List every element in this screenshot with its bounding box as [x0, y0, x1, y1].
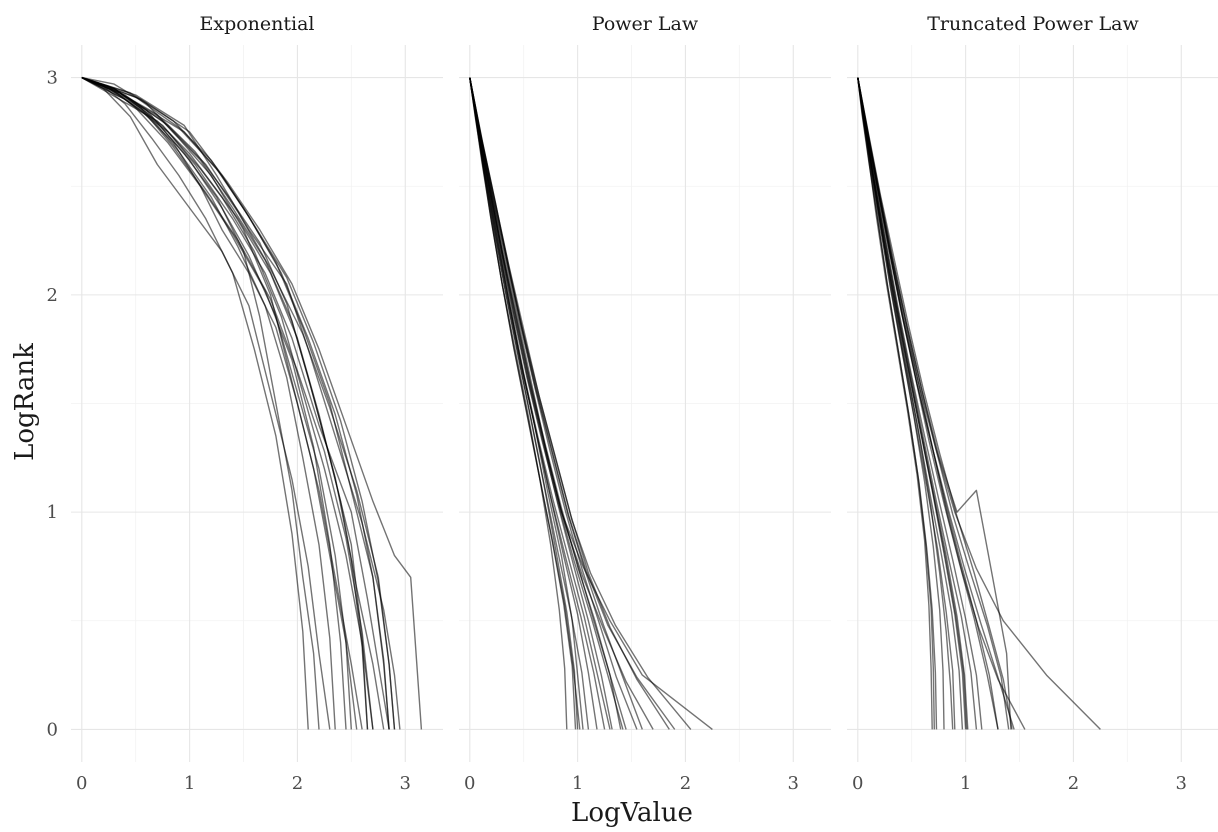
series-lines	[469, 77, 713, 730]
y-tick-label: 1	[47, 502, 58, 523]
major-gridlines	[459, 45, 831, 762]
x-tick-label: 0	[76, 773, 87, 794]
x-tick-label: 0	[464, 773, 475, 794]
series-line	[857, 77, 983, 730]
series-line	[469, 77, 670, 730]
series-line	[469, 77, 643, 730]
series-line	[81, 76, 336, 730]
series-line	[469, 77, 606, 730]
facet-panel: Power Law 0 1 2 3	[459, 13, 831, 794]
x-tick-label: 2	[680, 773, 691, 794]
minor-gridlines	[847, 45, 1218, 762]
series-line	[81, 76, 390, 730]
series-line	[81, 76, 369, 730]
minor-gridlines	[71, 45, 443, 762]
series-line	[469, 77, 613, 730]
x-tick-label: 1	[572, 773, 583, 794]
series-line	[81, 76, 309, 730]
facet-panel: Exponential 0 1 2 3 0 1 2 3	[47, 13, 443, 794]
series-line	[469, 77, 590, 730]
series-line	[81, 76, 369, 730]
minor-gridlines	[459, 45, 831, 762]
series-line	[857, 77, 1013, 730]
y-tick-label: 2	[47, 285, 58, 306]
x-tick-label: 1	[184, 773, 195, 794]
y-tick-label: 3	[47, 68, 58, 89]
series-line	[81, 76, 347, 730]
series-line	[81, 76, 331, 730]
series-line	[857, 77, 1015, 730]
series-lines	[81, 76, 423, 730]
x-tick-label: 3	[788, 773, 799, 794]
series-line	[857, 77, 935, 730]
y-axis-title: LogRank	[10, 343, 40, 461]
facet-title: Power Law	[592, 13, 699, 35]
series-line	[857, 77, 956, 730]
series-line	[81, 76, 401, 730]
x-tick-label: 2	[1068, 773, 1079, 794]
x-tick-label: 1	[960, 773, 971, 794]
y-tick-label: 0	[47, 719, 58, 740]
x-axis-title: LogValue	[571, 798, 693, 828]
facet-panel: Truncated Power Law 0 1 2 3	[847, 13, 1218, 794]
x-tick-label: 3	[1176, 773, 1187, 794]
series-line	[857, 77, 968, 730]
x-tick-label: 2	[292, 773, 303, 794]
facet-title: Exponential	[199, 13, 314, 35]
series-lines	[857, 77, 1101, 730]
series-line	[469, 77, 622, 730]
x-tick-label: 3	[400, 773, 411, 794]
x-tick-label: 0	[852, 773, 863, 794]
series-line	[81, 76, 423, 730]
facet-title: Truncated Power Law	[927, 13, 1139, 35]
major-gridlines	[847, 45, 1218, 762]
series-line	[81, 76, 396, 730]
series-line	[469, 77, 581, 730]
